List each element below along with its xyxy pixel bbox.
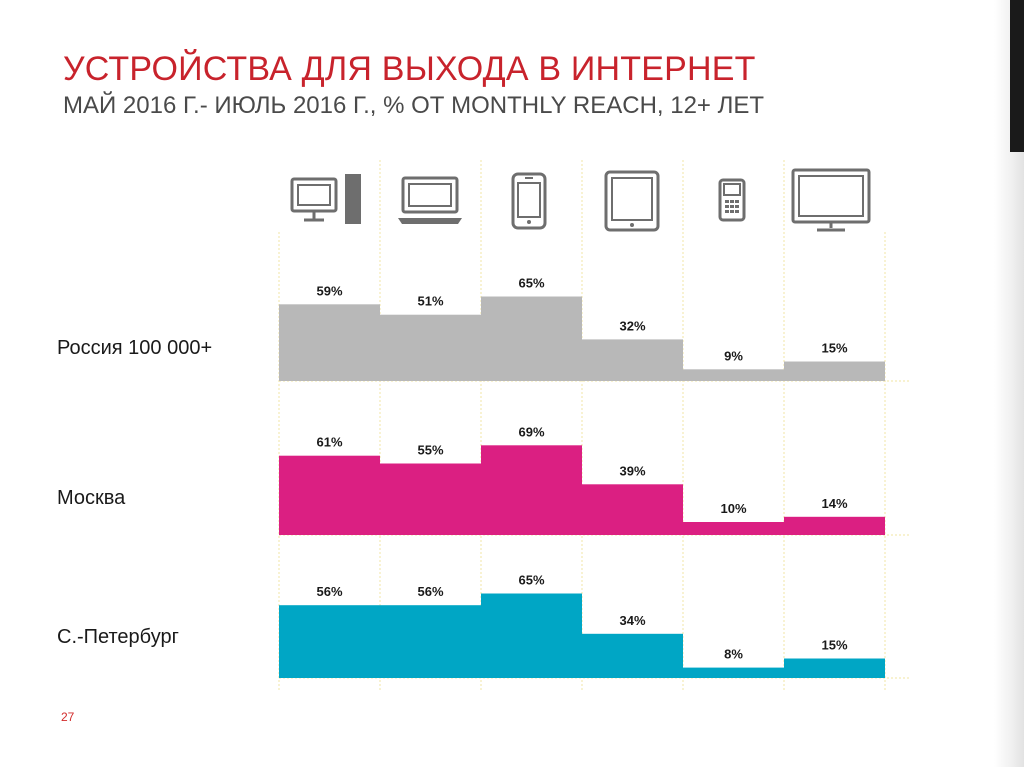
bar — [582, 633, 683, 678]
bar-value-label: 55% — [417, 443, 443, 458]
laptop-icon — [398, 176, 462, 224]
bar — [279, 455, 380, 535]
bar — [481, 445, 582, 535]
accent-bar — [1010, 0, 1024, 152]
bars-layer — [279, 296, 885, 678]
row-label-moscow: Москва — [57, 487, 126, 509]
bar-value-label: 32% — [619, 318, 645, 333]
bar — [279, 605, 380, 678]
bar-value-label: 34% — [619, 613, 645, 628]
bar — [380, 605, 481, 678]
bar — [279, 304, 380, 381]
bar — [784, 516, 885, 535]
tv-icon — [791, 168, 871, 232]
bar — [784, 658, 885, 678]
slide-title: УСТРОЙСТВА ДЛЯ ВЫХОДА В ИНТЕРНЕТ — [63, 50, 756, 88]
bar-value-label: 65% — [518, 573, 544, 588]
bar-value-label: 59% — [316, 283, 342, 298]
bar — [582, 484, 683, 535]
tablet-icon — [604, 170, 660, 232]
bar-value-label: 15% — [821, 341, 847, 356]
bar — [683, 522, 784, 535]
bar — [481, 593, 582, 678]
bar-value-label: 61% — [316, 435, 342, 450]
smartphone-icon — [511, 172, 547, 230]
row-label-russia: Россия 100 000+ — [57, 337, 213, 359]
bar — [784, 361, 885, 381]
bar-value-label: 56% — [417, 584, 443, 599]
bar-value-label: 15% — [821, 638, 847, 653]
bar — [380, 463, 481, 535]
bar-value-label: 14% — [821, 496, 847, 511]
row-label-spb: С.-Петербург — [57, 626, 179, 648]
mobile-phone-icon — [718, 178, 746, 222]
bar-value-label: 10% — [720, 501, 746, 516]
slide-subtitle: МАЙ 2016 Г.- ИЮЛЬ 2016 Г., % ОТ MONTHLY … — [63, 92, 765, 119]
device-icons — [290, 168, 871, 232]
bar-value-label: 51% — [417, 294, 443, 309]
bar — [683, 667, 784, 678]
labels-layer: 59% 51% 65% 32% 9% 15% 61% 55% 69% 39% 10% 14% 56% 56… — [316, 276, 847, 662]
page-number: 27 — [61, 710, 75, 724]
bar — [380, 314, 481, 381]
bar-value-label: 69% — [518, 424, 544, 439]
bar-value-label: 39% — [619, 463, 645, 478]
bar — [683, 369, 784, 381]
bar-value-label: 65% — [518, 276, 544, 291]
bar — [481, 296, 582, 381]
bar-value-label: 8% — [724, 647, 743, 662]
bar — [582, 339, 683, 381]
bar-value-label: 56% — [316, 584, 342, 599]
desktop-computer-icon — [290, 174, 361, 224]
bar-value-label: 9% — [724, 348, 743, 363]
